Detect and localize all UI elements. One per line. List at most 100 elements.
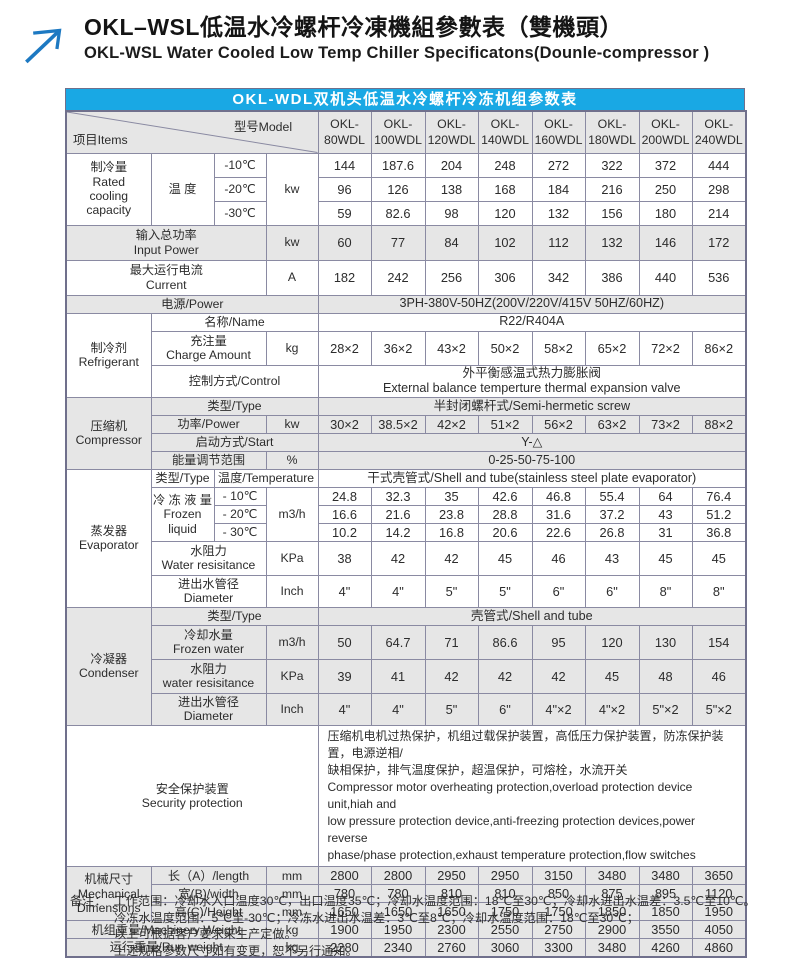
row-label: 温度/Temperature [214,469,318,487]
value-cell: 51×2 [478,415,532,433]
value-cell: 184 [532,177,585,201]
value-cell: 4"×2 [585,693,639,725]
value-cell: 63×2 [585,415,639,433]
value-cell: 130 [639,625,692,659]
value-cell: 73×2 [639,415,692,433]
note-label: 备注： [70,894,107,908]
row-label: 水阻力 water resisitance [151,659,266,693]
row-label: 最大运行电流 Current [66,260,266,295]
unit-cell: KPa [266,541,318,575]
value-cell: 16.8 [425,523,478,541]
value-cell: 43 [585,541,639,575]
unit-cell: A [266,260,318,295]
value-cell: 86.6 [478,625,532,659]
row-label: 进出水管径 Diameter [151,693,266,725]
unit-cell: kw [266,415,318,433]
row-label: 水阻力 Water resisitance [151,541,266,575]
group-label-refrigerant: 制冷剂 Refrigerant [66,313,151,397]
value-cell: 95 [532,625,585,659]
value-cell: 5" [425,575,478,607]
value-cell: 32.3 [371,487,425,505]
value-cell: 4"×2 [532,693,585,725]
unit-cell: m3/h [266,625,318,659]
value-cell: 3480 [639,867,692,885]
unit-cell: m3/h [266,487,318,541]
value-cell: 322 [585,153,639,177]
value-cell: 3480 [585,867,639,885]
unit-cell: kw [266,225,318,260]
row-label: 进出水管径 Diameter [151,575,266,607]
row-label: 冷 冻 液 量 Frozen liquid [151,487,214,541]
value-cell: 126 [371,177,425,201]
footnotes: 备注：工作范围：冷却水入口温度30℃，出口温度35℃；冷却水温度范围：18℃至3… [70,893,780,959]
value-cell: 4" [318,575,371,607]
value-cell: 84 [425,225,478,260]
value-cell: 46 [532,541,585,575]
value-cell: 132 [585,225,639,260]
value-cell: 88×2 [692,415,746,433]
value-cell: 6" [478,693,532,725]
row-label: - 10℃ [214,487,266,505]
row-label: -10℃ [214,153,266,177]
value-cell: 45 [585,659,639,693]
value-cell: 56×2 [532,415,585,433]
value-cell: 60 [318,225,371,260]
value-cell: 112 [532,225,585,260]
value-cell: 5" [478,575,532,607]
row-label: - 30℃ [214,523,266,541]
value-cell: 46.8 [532,487,585,505]
row-label: 长（A）/length [151,867,266,885]
value-cell: 14.2 [371,523,425,541]
value-cell: 31.6 [532,505,585,523]
row-label: 启动方式/Start [151,433,318,451]
value-cell: 96 [318,177,371,201]
value-cell: 55.4 [585,487,639,505]
value-cell: 42 [478,659,532,693]
value-cell: 24.8 [318,487,371,505]
unit-cell: kg [266,331,318,365]
value-cell: 42 [371,541,425,575]
value-cell: 干式壳管式/Shell and tube(stainless steel pla… [318,469,746,487]
value-cell: 82.6 [371,201,425,225]
group-label-evaporator: 蒸发器 Evaporator [66,469,151,607]
table-banner: OKL-WDL双机头低温水冷螺杆冷冻机组参数表 [65,88,745,111]
value-cell: 172 [692,225,746,260]
row-label: 功率/Power [151,415,266,433]
value-cell: 0-25-50-75-100 [318,451,746,469]
value-cell: 536 [692,260,746,295]
value-cell: 444 [692,153,746,177]
column-header-model: OKL- 120WDL [425,111,478,153]
value-cell: 6" [585,575,639,607]
row-label: -30℃ [214,201,266,225]
page-title-en: OKL-WSL Water Cooled Low Temp Chiller Sp… [84,42,709,65]
value-cell: 216 [585,177,639,201]
value-cell: 248 [478,153,532,177]
value-cell: 41 [371,659,425,693]
value-cell: 38.5×2 [371,415,425,433]
value-cell: 98 [425,201,478,225]
value-cell: 36.8 [692,523,746,541]
row-label: - 20℃ [214,505,266,523]
value-cell: 272 [532,153,585,177]
value-cell: 138 [425,177,478,201]
value-cell: 86×2 [692,331,746,365]
value-cell: 64.7 [371,625,425,659]
value-cell: 外平衡感温式热力膨胀阀 External balance temperture … [318,365,746,397]
value-cell: 146 [639,225,692,260]
value-cell: 120 [478,201,532,225]
value-cell: 2950 [478,867,532,885]
